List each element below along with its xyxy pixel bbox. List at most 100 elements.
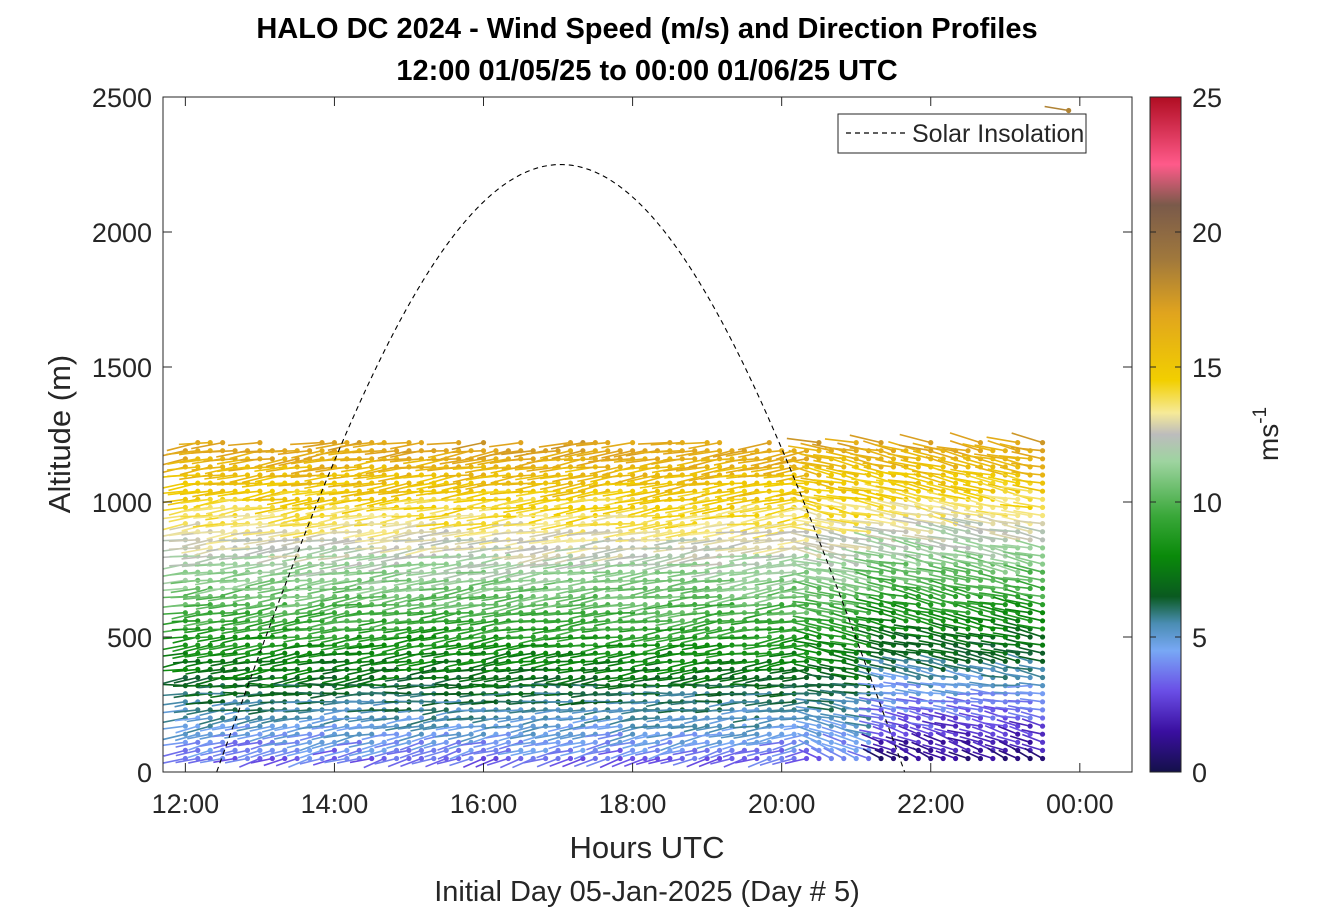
wind-vector	[242, 490, 273, 500]
wind-point	[294, 674, 300, 681]
wind-vector	[245, 579, 273, 588]
wind-point	[381, 585, 387, 592]
wind-vector	[168, 530, 198, 537]
wind-vector	[368, 555, 397, 562]
wind-point	[344, 634, 350, 640]
wind-vector	[203, 449, 236, 454]
wind-point	[915, 715, 921, 721]
wind-vector	[169, 522, 198, 531]
wind-point	[928, 666, 934, 673]
wind-vector	[335, 717, 360, 720]
wind-vector	[369, 587, 397, 596]
wind-vector	[467, 571, 497, 576]
wind-point	[841, 464, 847, 470]
wind-vector	[428, 490, 459, 495]
wind-point	[480, 448, 487, 454]
wind-vector	[456, 587, 484, 597]
wind-vector	[258, 644, 285, 649]
wind-point	[567, 674, 574, 681]
wind-point	[803, 537, 810, 543]
wind-vector	[455, 563, 484, 570]
chart-title: HALO DC 2024 - Wind Speed (m/s) and Dire…	[256, 13, 1037, 45]
wind-vector	[398, 717, 422, 722]
wind-point	[952, 480, 959, 486]
wind-vector	[421, 676, 447, 680]
wind-point	[555, 731, 561, 737]
wind-point	[294, 512, 300, 519]
wind-vector	[206, 555, 236, 559]
wind-point	[244, 731, 251, 737]
wind-vector	[346, 644, 372, 650]
wind-vector	[387, 757, 410, 768]
wind-vector	[170, 587, 198, 594]
wind-vector	[284, 676, 310, 685]
wind-vector	[175, 749, 198, 757]
wind-vector	[422, 709, 447, 716]
wind-point	[940, 602, 946, 608]
wind-vector	[460, 725, 484, 729]
wind-vector	[486, 741, 509, 751]
wind-point	[406, 545, 412, 551]
wind-point	[369, 731, 375, 737]
wind-vector	[507, 660, 534, 664]
wind-vector	[381, 563, 410, 569]
wind-point	[456, 488, 462, 494]
wind-vector	[175, 725, 199, 734]
wind-vector	[206, 530, 236, 540]
wind-point	[232, 747, 238, 754]
wind-point	[257, 472, 263, 478]
wind-vector	[419, 595, 447, 602]
wind-point	[766, 658, 772, 664]
wind-vector	[279, 498, 310, 508]
wind-vector	[267, 522, 298, 527]
wind-vector	[247, 692, 273, 698]
wind-vector	[328, 490, 360, 496]
wind-vector	[447, 733, 472, 741]
wind-vector	[317, 498, 348, 508]
wind-vector	[418, 563, 447, 566]
wind-vector	[225, 741, 248, 749]
wind-point	[928, 739, 934, 745]
wind-vector	[265, 449, 298, 453]
wind-vector	[341, 482, 372, 488]
wind-point	[443, 626, 449, 632]
wind-point	[816, 731, 822, 737]
wind-vector	[282, 611, 310, 616]
wind-point	[319, 593, 325, 600]
wind-point	[853, 755, 859, 762]
wind-point	[232, 529, 238, 535]
wind-point	[766, 731, 772, 737]
wind-vector	[222, 676, 248, 681]
wind-point	[282, 723, 288, 729]
wind-point	[803, 569, 810, 575]
wind-point	[282, 650, 288, 656]
wind-vector	[357, 595, 385, 599]
wind-vector	[469, 611, 497, 618]
wind-vector	[173, 676, 198, 684]
wind-vector	[318, 539, 348, 547]
wind-vector	[273, 709, 298, 713]
wind-point	[803, 585, 810, 592]
wind-vector	[452, 458, 484, 465]
wind-vector	[206, 587, 236, 591]
wind-point	[418, 440, 425, 446]
wind-vector	[429, 522, 459, 531]
wind-point	[940, 618, 946, 624]
wind-vector	[486, 749, 509, 757]
wind-vector	[247, 660, 273, 664]
wind-vector	[439, 474, 472, 478]
wind-vector	[403, 474, 434, 479]
wind-vector	[236, 717, 261, 726]
wind-point	[418, 577, 425, 583]
wind-point	[928, 755, 934, 762]
wind-vector	[380, 530, 410, 541]
wind-vector	[254, 498, 285, 502]
wind-vector	[163, 701, 186, 706]
wind-vector	[210, 692, 236, 699]
wind-point	[543, 755, 549, 762]
wind-vector	[668, 644, 695, 647]
wind-vector	[193, 498, 223, 509]
wind-point	[220, 715, 226, 721]
wind-vector	[349, 757, 372, 764]
wind-vector	[299, 733, 323, 742]
